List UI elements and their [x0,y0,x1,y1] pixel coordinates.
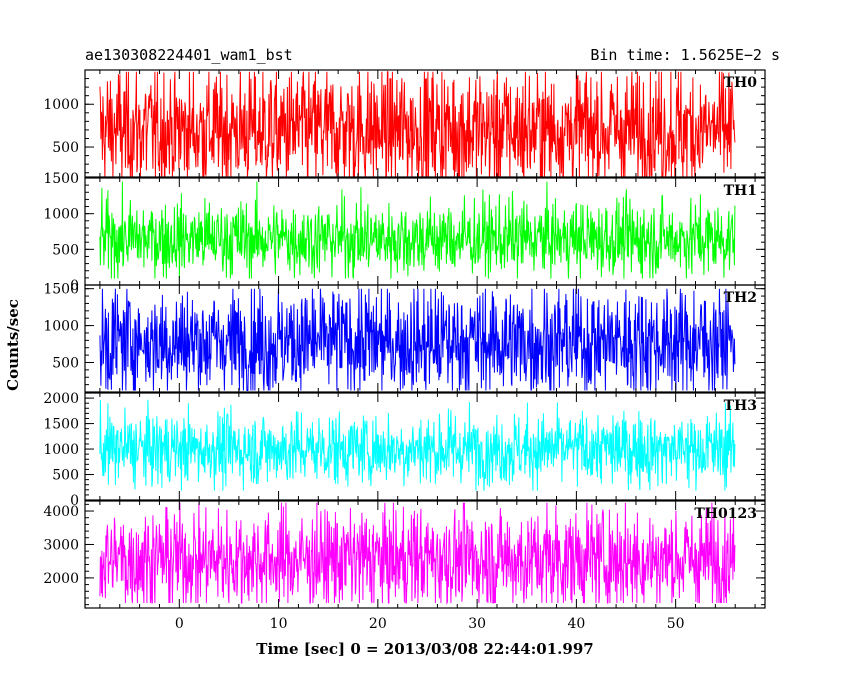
panel-label-th2: TH2 [724,290,757,306]
series-th2-trace [99,288,736,391]
y-tick-label: 1500 [43,282,79,298]
panel-frame [84,392,766,501]
panel-th1: 0 500 1000 1500 TH1 [43,171,766,294]
y-tick-label: 1500 [43,417,79,433]
series-th0123-trace [99,502,736,605]
y-tick-label: 4000 [43,504,79,520]
panel-label-th0: TH0 [724,75,758,91]
panel-th3: 0 500 1000 1500 2000 TH3 [43,391,766,509]
y-tick-label: 500 [52,355,79,371]
panel-th2: 500 1000 1500 TH2 [43,282,766,393]
y-tick-label: 1000 [43,207,79,223]
x-tick-label: 10 [270,616,288,632]
y-tick-label: 1000 [43,97,79,113]
y-tick-label: 1000 [43,442,79,458]
y-tick-label: 1000 [43,319,79,335]
header-right-bin-time: Bin time: 1.5625E−2 s [590,46,780,64]
y-tick-label: 500 [52,242,79,258]
y-tick-label: 2000 [43,391,79,407]
x-tick-label: 0 [175,616,184,632]
panel-frame [84,69,766,178]
panel-frame [84,284,766,393]
x-axis: 0 10 20 30 40 50 [175,616,685,632]
y-tick-label: 0 [70,493,79,509]
x-tick-label: 50 [667,616,685,632]
series-th0-trace [99,71,736,177]
y-tick-label: 0 [70,278,79,294]
x-tick-label: 20 [369,616,387,632]
panels-group: 5001000TH0050010001500TH150010001500TH20… [43,69,766,609]
panel-label-th0123: TH0123 [694,506,757,522]
y-tick-label: 2000 [43,571,79,587]
x-tick-label: 40 [567,616,585,632]
panel-label-th3: TH3 [724,398,757,414]
x-tick-label: 30 [468,616,486,632]
panel-label-th1: TH1 [724,183,757,199]
panel-frame [84,500,766,609]
series-th3-trace [99,399,736,491]
panel-th0123: 2000 3000 4000 TH0123 [43,500,766,609]
series-th1-trace [99,181,736,279]
x-axis-label: Time [sec] 0 = 2013/03/08 22:44:01.997 [256,640,593,658]
panel-th0: 500 1000 TH0 [43,69,766,178]
y-tick-label: 1500 [43,171,79,187]
y-axis-label: Counts/sec [4,299,22,391]
header-left-title: ae130308224401_wam1_bst [85,46,293,64]
y-tick-label: 500 [52,140,79,156]
y-tick-label: 500 [52,468,79,484]
y-tick-label: 3000 [43,537,79,553]
